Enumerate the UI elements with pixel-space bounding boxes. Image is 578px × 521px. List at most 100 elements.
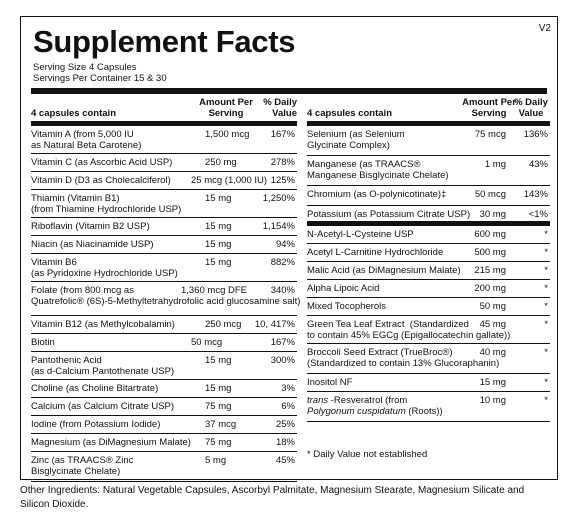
nutrient-daily-value: <1% bbox=[528, 209, 548, 220]
nutrient-amount: 75 mcg bbox=[474, 129, 506, 140]
nutrient-row: Vitamin B6 (as Pyridoxine Hydrochloride … bbox=[31, 254, 297, 282]
nutrient-amount: 75 mg bbox=[205, 401, 232, 412]
nutrient-daily-value: 94% bbox=[275, 239, 295, 250]
nutrient-name: Acetyl L-Carnitine Hydrochloride bbox=[307, 247, 444, 258]
nutrient-row: Potassium (as Potassium Citrate USP) 30 m… bbox=[307, 206, 550, 226]
header-amount: Amount Per Serving bbox=[462, 97, 516, 119]
nutrient-row: Green Tea Leaf Extract (Standardized to … bbox=[307, 316, 550, 344]
nutrient-row: Choline (as Choline Bitartrate) 15 mg 3% bbox=[31, 380, 297, 398]
nutrient-row: Vitamin C (as Ascorbic Acid USP) 250 mg 27… bbox=[31, 154, 297, 172]
nutrient-name: Vitamin B6 (as Pyridoxine Hydrochloride … bbox=[31, 257, 178, 279]
nutrient-row: Acetyl L-Carnitine Hydrochloride 500 mg * bbox=[307, 244, 550, 262]
nutrient-daily-value: 43% bbox=[528, 159, 548, 170]
divider-bar bbox=[31, 88, 547, 94]
nutrient-row: Malic Acid (as DiMagnesium Malate) 215 mg… bbox=[307, 262, 550, 280]
nutrient-amount: 15 mg bbox=[205, 239, 232, 250]
nutrient-daily-value: 25% bbox=[275, 419, 295, 430]
nutrient-name: Iodine (from Potassium Iodide) bbox=[31, 419, 161, 430]
nutrient-row: Folate (from 800 mcg as Quatrefolic® (6S… bbox=[31, 282, 300, 316]
nutrient-row: Pantothenic Acid (as d-Calcium Pantothen… bbox=[31, 352, 297, 380]
nutrient-amount: 250 mg bbox=[205, 157, 237, 168]
nutrient-row: Riboflavin (Vitamin B2 USP) 15 mg 1,154% bbox=[31, 218, 297, 236]
nutrient-amount: 45 mg bbox=[479, 319, 506, 330]
nutrient-amount: 500 mg bbox=[474, 247, 506, 258]
nutrient-daily-value: * bbox=[544, 319, 548, 330]
nutrient-amount: 250 mcg bbox=[205, 319, 242, 330]
nutrient-row: N-Acetyl-L-Cysteine USP 600 mg * bbox=[307, 226, 550, 244]
nutrient-name: Riboflavin (Vitamin B2 USP) bbox=[31, 221, 150, 232]
nutrient-row: Thiamin (Vitamin B1) (from Thiamine Hydr… bbox=[31, 190, 297, 218]
nutrient-daily-value: 125% bbox=[270, 175, 295, 186]
nutrient-amount: 15 mg bbox=[205, 257, 232, 268]
nutrient-amount: 50 mg bbox=[479, 301, 506, 312]
nutrient-daily-value: * bbox=[544, 347, 548, 358]
nutrient-daily-value: * bbox=[544, 265, 548, 276]
nutrient-amount: 1,360 mcg DFE bbox=[181, 285, 247, 296]
nutrient-name: Malic Acid (as DiMagnesium Malate) bbox=[307, 265, 461, 276]
header-amount: Amount Per Serving bbox=[199, 97, 253, 119]
serving-info: Serving Size 4 Capsules Servings Per Con… bbox=[33, 62, 167, 84]
nutrient-amount: 15 mg bbox=[205, 221, 232, 232]
nutrient-daily-value: 278% bbox=[270, 157, 295, 168]
panel-title: Supplement Facts bbox=[33, 24, 296, 59]
nutrient-daily-value: * bbox=[544, 247, 548, 258]
nutrient-amount: 15 mg bbox=[479, 377, 506, 388]
nutrient-name: Vitamin C (as Ascorbic Acid USP) bbox=[31, 157, 173, 168]
nutrient-daily-value: * bbox=[544, 229, 548, 240]
nutrient-daily-value: 18% bbox=[275, 437, 295, 448]
nutrient-name: Chromium (as O-polynicotinate)‡ bbox=[307, 189, 447, 200]
nutrient-name: Vitamin D (D3 as Cholecalciferol) bbox=[31, 175, 171, 186]
nutrient-name: Alpha Lipoic Acid bbox=[307, 283, 380, 294]
header-dv: % Daily Value bbox=[263, 97, 297, 119]
nutrient-amount: 5 mg bbox=[205, 455, 227, 466]
daily-value-footnote: * Daily Value not established bbox=[307, 449, 428, 460]
header-contain: 4 capsules contain bbox=[31, 108, 117, 119]
nutrient-amount: 15 mg bbox=[205, 355, 232, 366]
nutrient-amount: 25 mcg (1,000 IU) bbox=[191, 175, 268, 186]
nutrient-row: Manganese (as TRAACS® Manganese Bisglyci… bbox=[307, 156, 550, 186]
nutrient-amount: 1,500 mcg bbox=[205, 129, 250, 140]
header-dv: % Daily Value bbox=[514, 97, 548, 119]
nutrient-amount: 15 mg bbox=[205, 383, 232, 394]
nutrient-row: Alpha Lipoic Acid 200 mg * bbox=[307, 280, 550, 298]
serving-size: Serving Size 4 Capsules bbox=[33, 62, 137, 73]
nutrient-amount: 215 mg bbox=[474, 265, 506, 276]
nutrient-name: trans -Resveratrol (from Polygonum cuspi… bbox=[307, 395, 443, 417]
nutrient-daily-value: * bbox=[544, 283, 548, 294]
nutrient-row: trans -Resveratrol (from Polygonum cuspi… bbox=[307, 392, 550, 422]
nutrient-row: Selenium (as Selenium Glycinate Complex)… bbox=[307, 126, 550, 156]
nutrient-amount: 50 mcg bbox=[474, 189, 506, 200]
nutrient-amount: 15 mg bbox=[205, 193, 232, 204]
nutrient-amount: 10 mg bbox=[479, 395, 506, 406]
nutrient-daily-value: 3% bbox=[281, 383, 295, 394]
nutrient-daily-value: 1,154% bbox=[262, 221, 295, 232]
nutrient-name: Mixed Tocopherols bbox=[307, 301, 387, 312]
servings-per-container: Servings Per Container 15 & 30 bbox=[33, 73, 167, 84]
nutrient-amount: 30 mg bbox=[479, 209, 506, 220]
nutrient-row: Magnesium (as DiMagnesium Malate) 75 mg 18… bbox=[31, 434, 297, 452]
nutrient-name: Thiamin (Vitamin B1) (from Thiamine Hydr… bbox=[31, 193, 182, 215]
nutrient-name: Vitamin A (from 5,000 IU as Natural Beta… bbox=[31, 129, 142, 151]
nutrient-name: Choline (as Choline Bitartrate) bbox=[31, 383, 159, 394]
nutrient-amount: 37 mcg bbox=[205, 419, 237, 430]
nutrient-daily-value: * bbox=[544, 377, 548, 388]
nutrient-daily-value: 300% bbox=[270, 355, 295, 366]
right-nutrient-table: 4 capsules contain Amount Per Serving % D… bbox=[307, 94, 550, 460]
nutrient-amount: 1 mg bbox=[484, 159, 506, 170]
nutrient-name: Potassium (as Potassium Citrate USP) bbox=[307, 209, 471, 220]
nutrient-name: Zinc (as TRAACS® Zinc Bisglycinate Chela… bbox=[31, 455, 134, 477]
right-table-header: 4 capsules contain Amount Per Serving % D… bbox=[307, 94, 550, 126]
nutrient-row: Chromium (as O-polynicotinate)‡ 50 mcg 143… bbox=[307, 186, 550, 206]
nutrient-daily-value: 143% bbox=[523, 189, 548, 200]
nutrient-name: Selenium (as Selenium Glycinate Complex) bbox=[307, 129, 405, 151]
nutrient-row: Niacin (as Niacinamide USP) 15 mg 94% bbox=[31, 236, 297, 254]
nutrient-name: Vitamin B12 (as Methylcobalamin) bbox=[31, 319, 175, 330]
nutrient-row: Biotin 50 mcg 167% bbox=[31, 334, 297, 352]
nutrient-amount: 50 mcg bbox=[191, 337, 223, 348]
nutrient-row: Vitamin A (from 5,000 IU as Natural Beta… bbox=[31, 126, 297, 154]
nutrient-daily-value: * bbox=[544, 301, 548, 312]
nutrient-name: Manganese (as TRAACS® Manganese Bisglyci… bbox=[307, 159, 449, 181]
nutrient-name: Calcium (as Calcium Citrate USP) bbox=[31, 401, 175, 412]
nutrient-daily-value: 340% bbox=[270, 285, 295, 296]
nutrient-amount: 75 mg bbox=[205, 437, 232, 448]
